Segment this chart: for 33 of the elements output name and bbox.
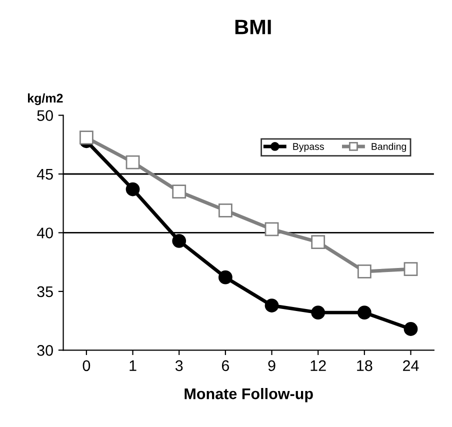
point <box>311 235 326 250</box>
x-tick-label: 6 <box>222 360 230 372</box>
point <box>218 270 232 284</box>
point <box>264 298 279 312</box>
point <box>357 264 372 278</box>
point <box>264 222 279 236</box>
point <box>404 262 418 276</box>
point <box>311 306 326 320</box>
x-tick-label: 24 <box>403 360 419 371</box>
legend-label: Bypass <box>293 143 324 152</box>
point <box>218 203 232 218</box>
y-axis-title: kg/m2 <box>28 93 63 106</box>
y-tick-label: 35 <box>37 286 53 298</box>
point <box>126 182 140 196</box>
chart-title: BMI <box>235 20 271 34</box>
y-tick-label: 45 <box>36 169 53 180</box>
x-tick-label: 0 <box>82 360 90 372</box>
x-tick-label: 1 <box>130 360 136 371</box>
x-axis-title: Monate Follow-up <box>184 388 313 402</box>
point <box>80 130 94 145</box>
point <box>172 184 186 199</box>
point <box>357 306 372 320</box>
x-tick-label: 3 <box>175 360 183 372</box>
point <box>126 155 140 170</box>
legend-label: Banding <box>372 142 406 152</box>
x-tick-label: 12 <box>310 360 326 371</box>
x-tick-label: 9 <box>268 360 276 372</box>
point <box>172 234 186 248</box>
point <box>404 322 418 336</box>
y-tick-label: 50 <box>37 110 53 121</box>
y-tick-label: 30 <box>37 345 53 356</box>
x-tick-label: 18 <box>357 360 372 372</box>
y-tick-label: 40 <box>36 228 53 238</box>
